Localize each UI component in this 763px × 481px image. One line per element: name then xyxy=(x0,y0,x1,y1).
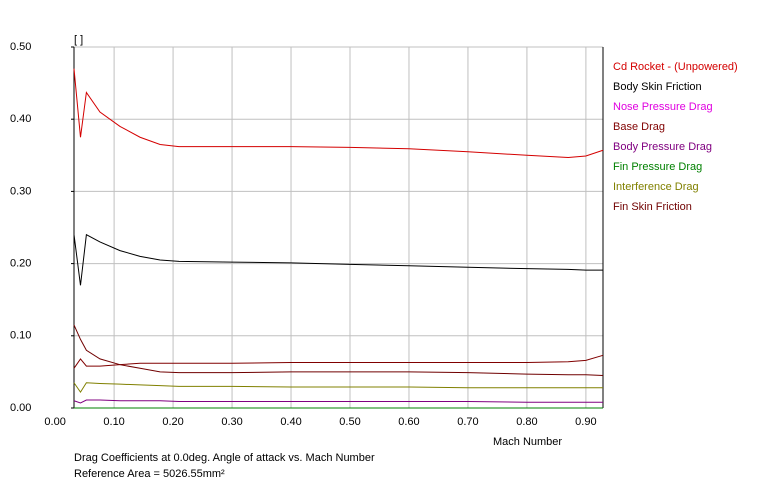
series-line xyxy=(73,68,604,158)
y-tick-label: 0.00 xyxy=(10,402,31,414)
series-line xyxy=(73,324,604,377)
legend-entry: Cd Rocket - (Unpowered) xyxy=(613,61,738,73)
legend-entry: Nose Pressure Drag xyxy=(613,101,713,113)
x-tick-label: 0.00 xyxy=(44,416,65,428)
x-tick-label: 0.80 xyxy=(516,416,537,428)
x-tick-label: 0.60 xyxy=(398,416,419,428)
series-line xyxy=(73,399,603,404)
x-tick-label: 0.10 xyxy=(103,416,124,428)
x-tick-label: 0.40 xyxy=(280,416,301,428)
x-tick-label: 0.50 xyxy=(339,416,360,428)
legend-entry: Body Pressure Drag xyxy=(613,141,712,153)
y-tick-label: 0.10 xyxy=(10,330,31,342)
series-line xyxy=(73,354,604,369)
x-tick-label: 0.30 xyxy=(221,416,242,428)
y-tick-label: 0.20 xyxy=(10,258,31,270)
legend-entry: Interference Drag xyxy=(613,181,699,193)
x-tick-label: 0.70 xyxy=(457,416,478,428)
y-tick-label: 0.30 xyxy=(10,185,31,197)
legend-entry: Body Skin Friction xyxy=(613,81,702,93)
footer-line: Drag Coefficients at 0.0deg. Angle of at… xyxy=(74,452,375,464)
legend-entry: Fin Skin Friction xyxy=(613,201,692,213)
y-tick-label: 0.40 xyxy=(10,113,31,125)
series-line xyxy=(73,233,603,286)
y-tick-label: 0.50 xyxy=(10,41,31,53)
y-unit-label: [ ] xyxy=(74,34,83,46)
legend-entry: Fin Pressure Drag xyxy=(613,161,702,173)
legend-entry: Base Drag xyxy=(613,121,665,133)
footer-line: Reference Area = 5026.55mm² xyxy=(74,468,225,480)
x-tick-label: 0.90 xyxy=(575,416,596,428)
x-axis-label: Mach Number xyxy=(493,436,562,448)
x-tick-label: 0.20 xyxy=(162,416,183,428)
series-line xyxy=(73,382,603,394)
